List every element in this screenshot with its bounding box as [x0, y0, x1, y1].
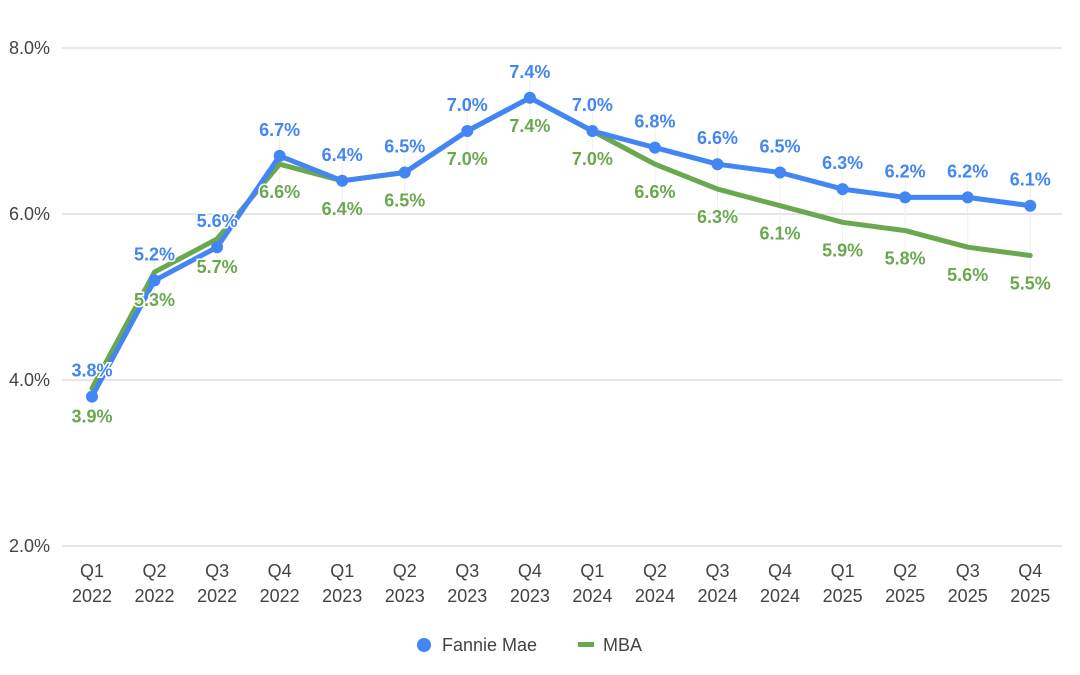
x-tick-label-year: 2024: [572, 586, 612, 606]
data-label-fannie-mae: 6.4%: [322, 145, 363, 165]
data-label-mba: 6.3%: [697, 207, 738, 227]
series-line-mba: [89, 95, 1033, 391]
x-tick-label-year: 2023: [322, 586, 362, 606]
x-tick-label-quarter: Q4: [1018, 561, 1042, 581]
data-label-mba: 6.5%: [384, 191, 425, 211]
x-tick-label-quarter: Q1: [580, 561, 604, 581]
x-tick-label-year: 2025: [948, 586, 988, 606]
data-label-mba: 5.3%: [134, 290, 175, 310]
data-label-fannie-mae: 6.8%: [634, 112, 675, 132]
data-label-mba: 6.4%: [322, 199, 363, 219]
data-label-fannie-mae: 3.8%: [71, 361, 112, 381]
data-label-fannie-mae: 5.2%: [134, 244, 175, 264]
data-label-fannie-mae: 6.5%: [760, 137, 801, 157]
data-label-mba: 6.6%: [634, 182, 675, 202]
x-tick-label-year: 2024: [635, 586, 675, 606]
data-label-fannie-mae: 6.1%: [1010, 170, 1051, 190]
data-label-mba: 7.0%: [572, 149, 613, 169]
x-tick-label-quarter: Q1: [330, 561, 354, 581]
legend-label-mba: MBA: [603, 635, 642, 655]
series-line-fannie-mae: [89, 95, 1033, 400]
x-axis: Q1 2022 Q2 2022 Q3 2022 Q4 2022 Q1 2023 Q2 2023 Q3 20…: [72, 561, 1050, 606]
data-label-fannie-mae: 7.4%: [509, 62, 550, 82]
x-tick-label-year: 2023: [385, 586, 425, 606]
data-label-fannie-mae: 5.6%: [197, 211, 238, 231]
data-labels: 3.8% 5.2% 5.6% 6.7% 6.4% 6.5% 7.0% 7.4% 7.0% 6.8%…: [70, 60, 1052, 427]
legend[interactable]: Fannie Mae MBA: [417, 635, 642, 655]
data-label-mba: 5.8%: [885, 249, 926, 269]
x-tick-label-year: 2022: [72, 586, 112, 606]
x-tick-label-year: 2025: [1010, 586, 1050, 606]
data-label-fannie-mae: 6.5%: [384, 137, 425, 157]
x-tick-label-quarter: Q2: [643, 561, 667, 581]
data-label-fannie-mae: 6.2%: [885, 161, 926, 181]
x-tick-label-quarter: Q3: [956, 561, 980, 581]
x-tick-label-quarter: Q4: [268, 561, 292, 581]
x-tick-label-year: 2024: [697, 586, 737, 606]
x-tick-label-quarter: Q2: [893, 561, 917, 581]
data-point: [211, 241, 224, 254]
data-point: [273, 149, 286, 162]
data-label-mba: 5.6%: [947, 265, 988, 285]
legend-marker-mba: [578, 642, 594, 647]
x-tick-label-year: 2025: [823, 586, 863, 606]
data-point: [711, 158, 724, 171]
data-point: [836, 183, 849, 196]
data-label-mba: 5.5%: [1010, 274, 1051, 294]
gridlines: [62, 47, 1062, 547]
data-label-mba: 6.6%: [259, 182, 300, 202]
data-label-mba: 5.7%: [197, 257, 238, 277]
x-tick-label-year: 2022: [135, 586, 175, 606]
y-tick-label: 8.0%: [9, 38, 50, 58]
y-tick-label: 2.0%: [9, 536, 50, 556]
data-label-fannie-mae: 7.0%: [572, 95, 613, 115]
x-tick-label-year: 2023: [510, 586, 550, 606]
data-label-mba: 7.4%: [509, 116, 550, 136]
x-tick-label-quarter: Q4: [768, 561, 792, 581]
y-axis: 2.0% 4.0% 6.0% 8.0%: [9, 38, 50, 556]
x-tick-label-year: 2022: [260, 586, 300, 606]
x-tick-label-quarter: Q1: [80, 561, 104, 581]
x-tick-label-quarter: Q3: [705, 561, 729, 581]
data-point: [461, 125, 474, 137]
x-tick-label-quarter: Q3: [455, 561, 479, 581]
x-tick-label-year: 2024: [760, 586, 800, 606]
x-tick-label-quarter: Q2: [393, 561, 417, 581]
x-tick-label-year: 2022: [197, 586, 237, 606]
data-label-mba: 7.0%: [447, 149, 488, 169]
data-label-mba: 3.9%: [71, 406, 112, 426]
x-tick-label-quarter: Q4: [518, 561, 542, 581]
data-label-mba: 6.1%: [760, 224, 801, 244]
data-label-fannie-mae: 7.0%: [447, 95, 488, 115]
data-point: [774, 166, 787, 179]
data-point: [586, 125, 599, 137]
data-point: [523, 91, 536, 104]
series-group: [86, 91, 1037, 403]
data-point: [148, 274, 161, 287]
x-tick-label-year: 2023: [447, 586, 487, 606]
data-label-mba: 5.9%: [822, 240, 863, 260]
data-point: [899, 191, 912, 204]
data-point: [336, 174, 349, 187]
y-tick-label: 6.0%: [9, 204, 50, 224]
data-label-fannie-mae: 6.2%: [947, 161, 988, 181]
legend-marker-fannie-mae: [417, 638, 431, 652]
data-label-fannie-mae: 6.3%: [822, 153, 863, 173]
y-tick-label: 4.0%: [9, 370, 50, 390]
data-label-fannie-mae: 6.7%: [259, 120, 300, 140]
data-point: [86, 390, 98, 403]
data-point: [648, 141, 661, 154]
data-point: [961, 191, 974, 204]
data-point: [1024, 199, 1037, 212]
data-label-fannie-mae: 6.6%: [697, 128, 738, 148]
x-tick-label-quarter: Q3: [205, 561, 229, 581]
x-tick-label-year: 2025: [885, 586, 925, 606]
legend-label-fannie-mae: Fannie Mae: [442, 635, 537, 655]
x-tick-label-quarter: Q2: [143, 561, 167, 581]
data-point: [398, 166, 411, 179]
x-tick-label-quarter: Q1: [831, 561, 855, 581]
